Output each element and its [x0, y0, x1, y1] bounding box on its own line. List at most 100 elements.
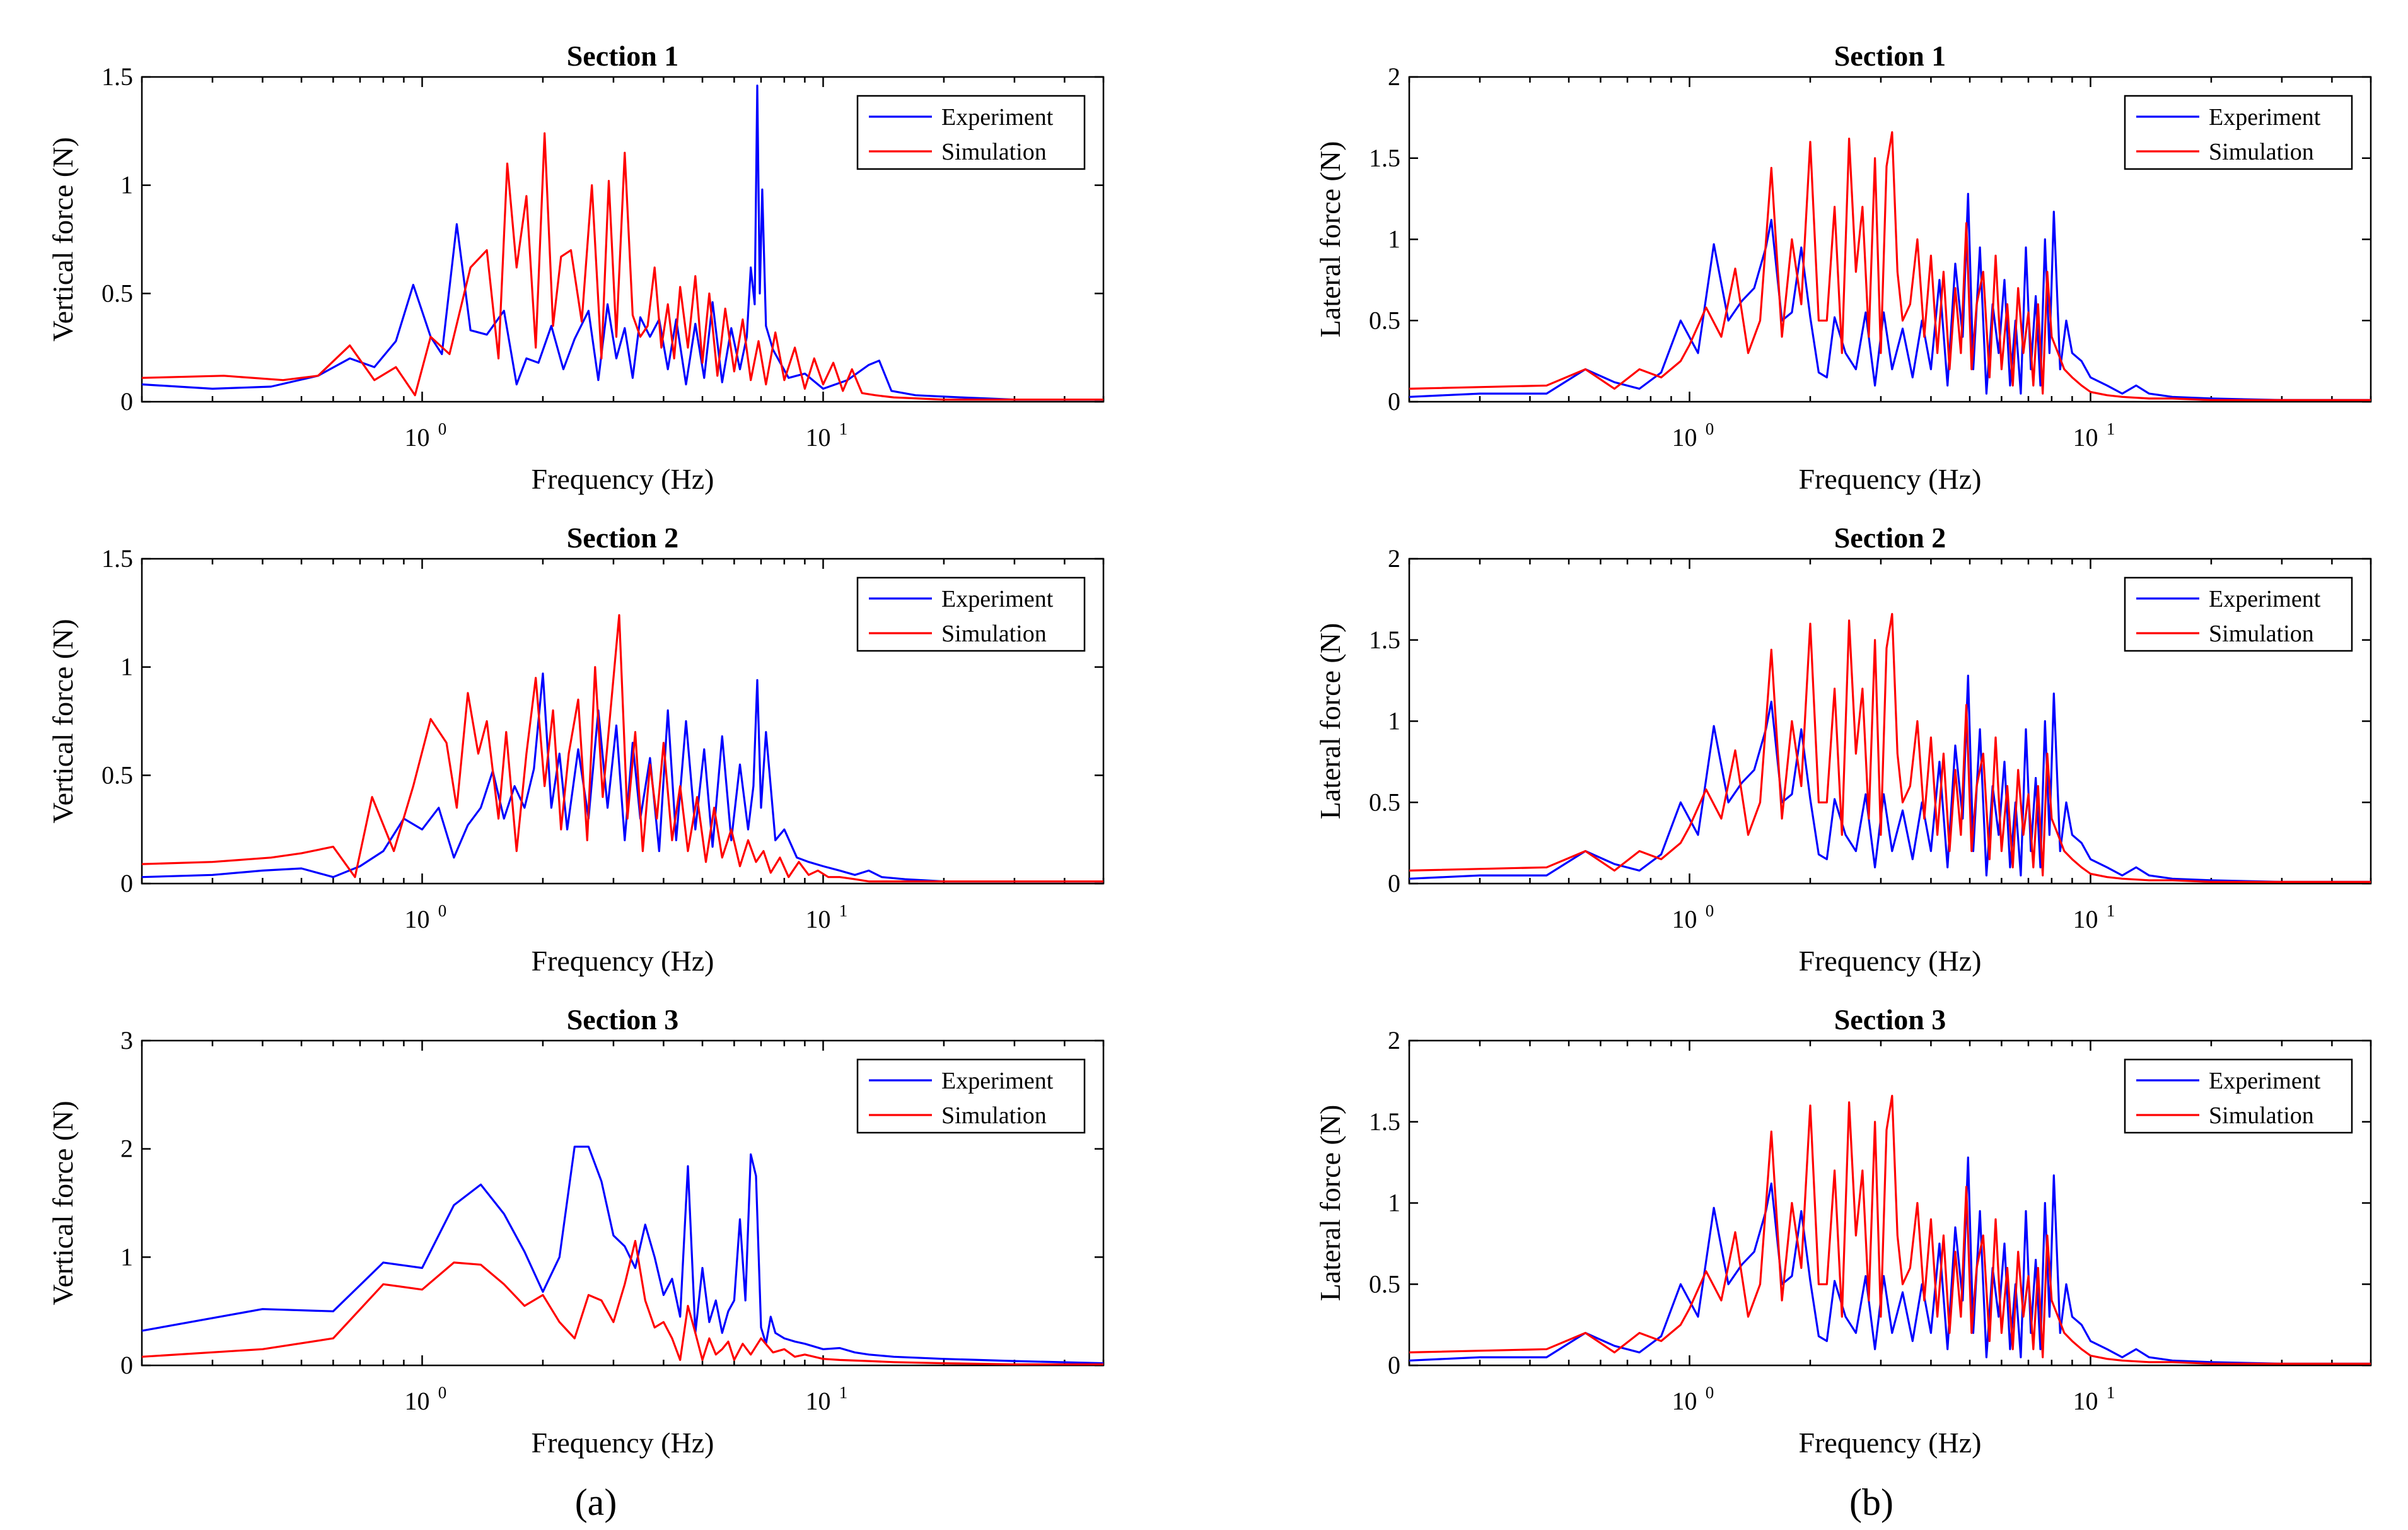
- y-tick-label: 0.5: [102, 761, 133, 789]
- x-tick-label-exponent: 0: [1706, 1383, 1714, 1402]
- panel-b3: 0 0.5 1 1.5 2 10 0 10 1 Section 3 Frequency (Hz) La…: [1314, 1003, 2372, 1459]
- chart-title: Section 2: [567, 522, 679, 554]
- y-tick-label: 0: [120, 387, 133, 416]
- legend-label-experiment: Experiment: [2209, 104, 2321, 131]
- x-tick-label: 10: [1672, 905, 1697, 933]
- x-axis-label: Frequency (Hz): [532, 463, 714, 495]
- panel-b2: 0 0.5 1 1.5 2 10 0 10 1 Section 2 Frequency (Hz) La…: [1314, 522, 2372, 977]
- x-tick-label: 10: [405, 423, 430, 452]
- x-tick-label: 10: [805, 423, 830, 452]
- x-tick-label: 10: [2073, 1387, 2098, 1415]
- y-tick-label: 0: [120, 869, 133, 897]
- y-tick-label: 1: [120, 653, 133, 681]
- series-line-simulation: [142, 614, 1103, 883]
- y-axis-label: Vertical force (N): [47, 1101, 79, 1305]
- legend-label-simulation: Simulation: [941, 139, 1047, 165]
- legend-box: [856, 95, 1086, 170]
- legend-label-experiment: Experiment: [941, 104, 1054, 131]
- legend-label-simulation: Simulation: [941, 621, 1047, 647]
- x-tick-label: 10: [1672, 423, 1697, 452]
- x-tick-label-exponent: 1: [2107, 419, 2115, 438]
- series-line-experiment: [1409, 674, 2371, 884]
- legend-box: [2124, 576, 2353, 652]
- y-tick-label: 0: [1388, 387, 1400, 416]
- x-tick-label: 10: [405, 905, 430, 933]
- y-tick-label: 2: [1388, 62, 1400, 91]
- x-tick-label-exponent: 0: [438, 419, 447, 438]
- x-tick-label-exponent: 1: [2107, 1383, 2115, 1402]
- y-tick-label: 2: [1388, 544, 1400, 573]
- x-tick-label: 10: [805, 905, 830, 933]
- x-tick-label-exponent: 0: [1706, 901, 1714, 920]
- y-axis-label: Vertical force (N): [47, 619, 79, 823]
- y-tick-label: 0: [1388, 1351, 1400, 1379]
- y-tick-label: 1.5: [102, 544, 133, 573]
- y-tick-label: 0: [1388, 869, 1400, 897]
- y-axis-label: Lateral force (N): [1314, 141, 1346, 338]
- series-line-experiment: [142, 1145, 1103, 1365]
- x-tick-label-exponent: 0: [438, 1383, 447, 1402]
- legend-box: [856, 1058, 1086, 1134]
- y-axis-label: Lateral force (N): [1314, 623, 1346, 820]
- y-tick-label: 1: [120, 171, 133, 199]
- legend-box: [2124, 95, 2353, 170]
- x-tick-label: 10: [2073, 423, 2098, 452]
- x-axis-label: Frequency (Hz): [1799, 945, 1982, 977]
- chart-title: Section 1: [567, 40, 679, 72]
- y-tick-label: 0: [120, 1351, 133, 1379]
- y-tick-label: 2: [1388, 1026, 1400, 1054]
- x-axis-label: Frequency (Hz): [1799, 1427, 1982, 1459]
- y-axis-label: Lateral force (N): [1314, 1105, 1346, 1302]
- chart-title: Section 3: [1834, 1003, 1946, 1036]
- y-tick-label: 0.5: [102, 279, 133, 307]
- x-tick-label-exponent: 0: [438, 901, 447, 920]
- chart-title: Section 1: [1834, 40, 1946, 72]
- caption-b: (b): [1849, 1481, 1893, 1523]
- y-tick-label: 1: [1388, 225, 1400, 254]
- x-tick-label: 10: [1672, 1387, 1697, 1415]
- series-line-experiment: [1409, 192, 2371, 402]
- x-tick-label: 10: [2073, 905, 2098, 933]
- chart-title: Section 3: [567, 1003, 679, 1036]
- caption-a: (a): [575, 1481, 617, 1523]
- x-tick-label-exponent: 1: [839, 419, 848, 438]
- y-tick-label: 1: [1388, 1189, 1400, 1217]
- legend-box: [856, 576, 1086, 652]
- y-tick-label: 2: [120, 1135, 133, 1163]
- series-line-simulation: [1409, 1094, 2371, 1365]
- panel-a1: 0 0.5 1 1.5 10 0 10 1 Section 1 Frequency (Hz) Ver…: [47, 40, 1105, 495]
- y-tick-label: 1.5: [1369, 144, 1400, 172]
- y-tick-label: 0.5: [1369, 788, 1400, 816]
- legend-box: [2124, 1058, 2353, 1134]
- legend-label-simulation: Simulation: [2209, 621, 2314, 647]
- legend-label-experiment: Experiment: [2209, 1068, 2321, 1094]
- x-tick-label-exponent: 1: [839, 1383, 848, 1402]
- y-tick-label: 3: [120, 1026, 133, 1054]
- legend-label-experiment: Experiment: [941, 586, 1054, 612]
- series-line-simulation: [1409, 612, 2371, 884]
- y-tick-label: 1.5: [1369, 626, 1400, 654]
- y-tick-label: 1.5: [102, 62, 133, 91]
- x-axis-label: Frequency (Hz): [532, 1427, 714, 1459]
- series-line-experiment: [1409, 1156, 2371, 1365]
- x-tick-label: 10: [405, 1387, 430, 1415]
- x-axis-label: Frequency (Hz): [1799, 463, 1982, 495]
- x-tick-label-exponent: 0: [1706, 419, 1714, 438]
- legend-label-simulation: Simulation: [2209, 139, 2314, 165]
- series-line-simulation: [142, 1239, 1103, 1365]
- y-tick-label: 1: [1388, 707, 1400, 735]
- series-line-simulation: [1409, 131, 2371, 402]
- legend-label-simulation: Simulation: [941, 1102, 1047, 1129]
- x-tick-label: 10: [805, 1387, 830, 1415]
- y-tick-label: 1.5: [1369, 1107, 1400, 1136]
- chart-title: Section 2: [1834, 522, 1946, 554]
- panel-a2: 0 0.5 1 1.5 10 0 10 1 Section 2 Frequency (Hz) Ver…: [47, 522, 1105, 977]
- legend-label-simulation: Simulation: [2209, 1102, 2314, 1129]
- panel-b1: 0 0.5 1 1.5 2 10 0 10 1 Section 1 Frequency (Hz) La…: [1314, 40, 2372, 495]
- y-axis-label: Vertical force (N): [47, 137, 79, 341]
- y-tick-label: 0.5: [1369, 1270, 1400, 1298]
- x-tick-label-exponent: 1: [2107, 901, 2115, 920]
- legend-label-experiment: Experiment: [941, 1068, 1054, 1094]
- x-axis-label: Frequency (Hz): [532, 945, 714, 977]
